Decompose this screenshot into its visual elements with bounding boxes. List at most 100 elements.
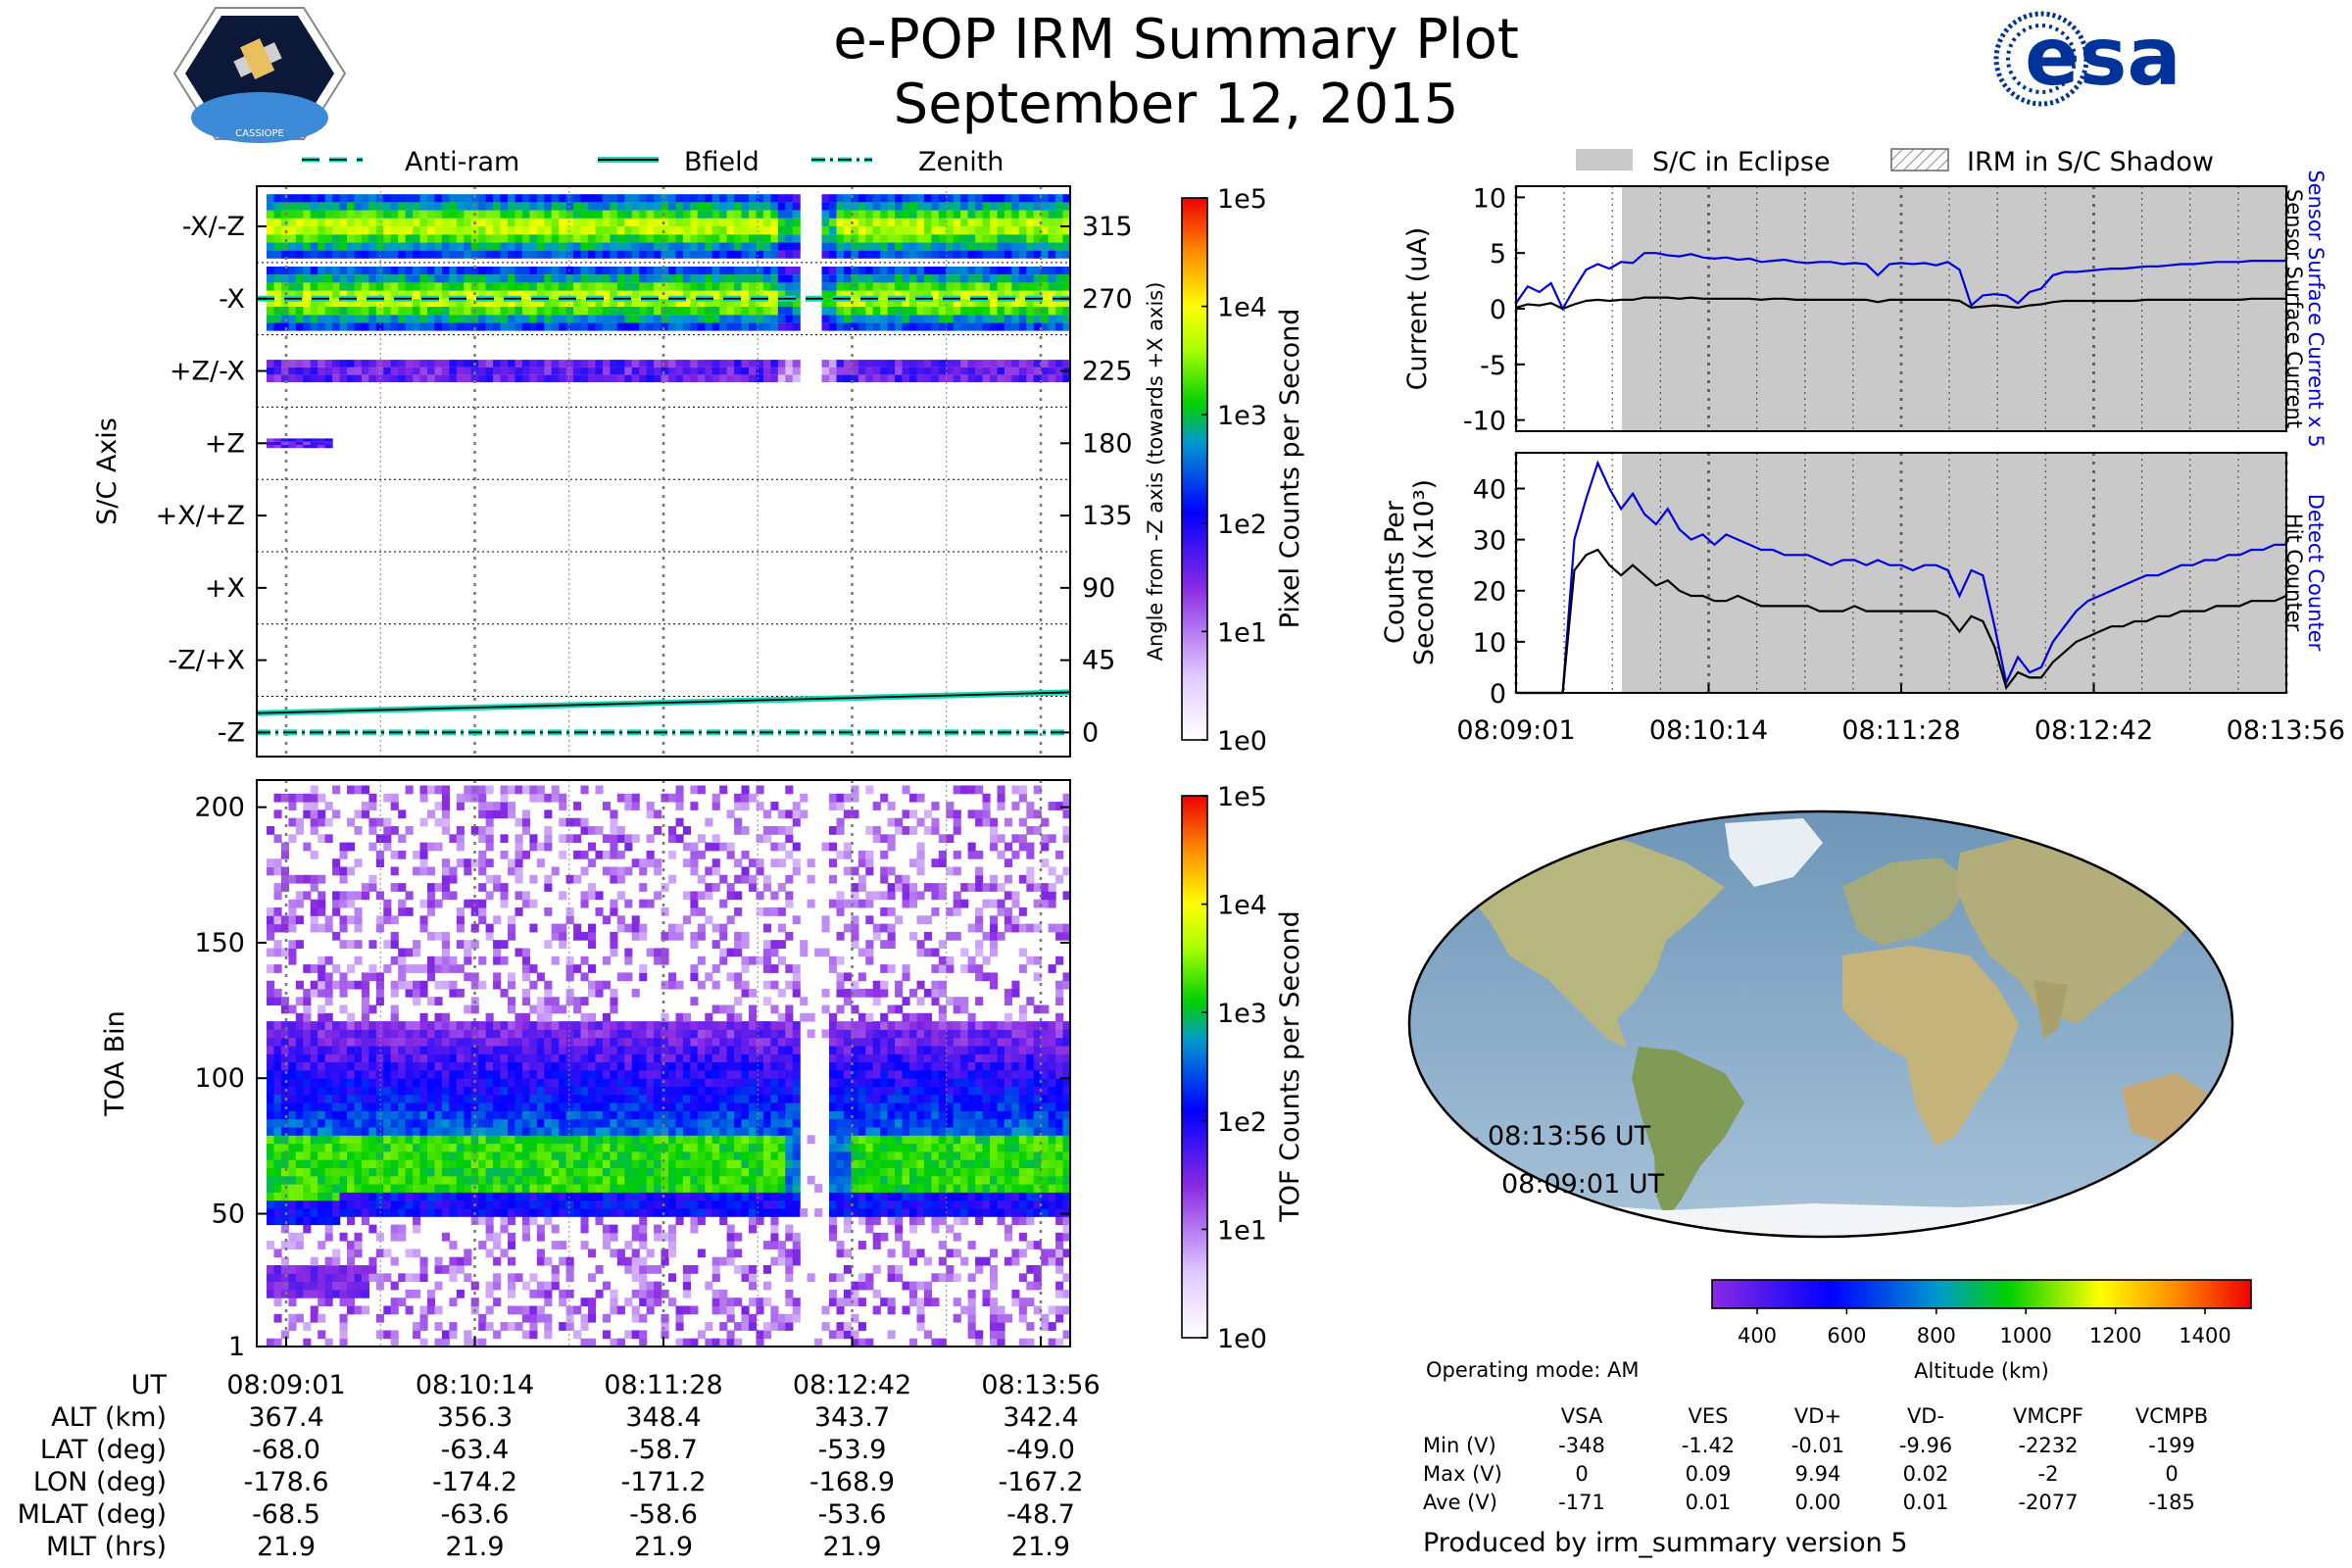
toa-heat-cell — [705, 915, 713, 925]
sc-axis-heat-cell — [434, 267, 443, 275]
toa-heat-cell — [741, 1175, 750, 1185]
toa-heat-cell — [741, 866, 750, 876]
toa-heat-cell — [756, 1069, 764, 1079]
toa-heat-cell — [602, 1061, 611, 1071]
sc-axis-heat-cell — [347, 298, 356, 307]
sc-axis-heat-cell — [354, 290, 363, 299]
toa-heat-cell — [559, 1241, 567, 1250]
sc-axis-heat-cell — [785, 250, 794, 259]
toa-heat-cell — [610, 817, 618, 827]
sc-axis-heat-cell — [726, 367, 735, 375]
sc-axis-heat-cell — [792, 290, 801, 299]
sc-axis-heat-cell — [887, 360, 896, 368]
sc-axis-heat-cell — [836, 322, 845, 331]
sc-axis-heat-cell — [697, 194, 706, 203]
toa-heat-cell — [762, 1029, 771, 1039]
toa-heat-cell — [668, 1200, 677, 1209]
toa-heat-cell — [514, 817, 523, 827]
toa-heat-cell — [616, 826, 625, 835]
toa-heat-cell — [456, 1110, 465, 1120]
sc-axis-heat-cell — [843, 322, 852, 331]
toa-heat-cell — [544, 1078, 553, 1087]
toa-heat-cell — [413, 1094, 421, 1103]
toa-heat-cell — [449, 1143, 458, 1152]
sc-axis-heat-cell — [858, 210, 866, 219]
sc-axis-heat-cell — [419, 322, 428, 331]
sc-axis-heat-cell — [1033, 298, 1042, 307]
sc-axis-heat-cell — [332, 274, 341, 283]
sc-axis-heat-cell — [332, 250, 341, 259]
sc-axis-heat-cell — [616, 374, 625, 383]
sc-axis-heat-cell — [339, 298, 348, 307]
toa-heat-cell — [303, 1192, 312, 1201]
sc-axis-heat-cell — [1018, 210, 1027, 219]
toa-heat-cell — [478, 785, 487, 795]
toa-heat-cell — [500, 891, 509, 901]
toa-heat-cell — [500, 1192, 509, 1201]
toa-heat-cell — [405, 1208, 414, 1217]
sc-axis-heat-cell — [559, 226, 567, 235]
sc-axis-heat-cell — [398, 290, 407, 299]
toa-heat-cell — [368, 1151, 377, 1160]
sc-axis-heat-cell — [661, 267, 669, 275]
toa-heat-cell — [711, 1159, 720, 1168]
toa-heat-cell — [508, 1061, 516, 1071]
toa-heat-cell — [565, 1208, 574, 1217]
toa-heat-cell — [493, 1037, 502, 1047]
toa-heat-cell — [697, 874, 706, 884]
sc-axis-heat-cell — [1062, 315, 1071, 323]
sc-axis-heat-cell — [756, 218, 764, 226]
toa-heat-cell — [514, 1046, 523, 1054]
sc-axis-heat-cell — [500, 274, 509, 283]
sc-axis-heat-cell — [1041, 226, 1050, 235]
toa-heat-cell — [354, 1061, 363, 1071]
toa-heat-cell — [610, 874, 618, 884]
toa-heat-cell — [726, 1094, 735, 1103]
sc-axis-heat-cell — [1033, 315, 1042, 323]
toa-heat-cell — [756, 1078, 764, 1087]
sc-axis-heat-cell — [361, 274, 369, 283]
toa-heat-cell — [303, 1216, 312, 1226]
sc-axis-heat-cell — [639, 315, 648, 323]
toa-heat-cell — [288, 1313, 297, 1323]
sc-axis-heat-cell — [661, 242, 669, 251]
toa-heat-cell — [544, 1159, 553, 1168]
sc-axis-heat-cell — [588, 202, 597, 211]
toa-heat-cell — [536, 1046, 545, 1054]
toa-heat-cell — [529, 964, 538, 973]
sc-axis-heat-cell — [982, 367, 991, 375]
toa-heat-cell — [390, 1061, 399, 1071]
sc-axis-heat-cell — [1011, 367, 1020, 375]
sc-axis-heat-cell — [654, 210, 662, 219]
sc-axis-heat-cell — [288, 250, 297, 259]
sc-axis-heat-cell — [280, 282, 289, 291]
toa-heat-cell — [324, 980, 333, 990]
sc-axis-heat-cell — [1055, 218, 1064, 226]
toa-heat-cell — [464, 1151, 472, 1160]
toa-heat-cell — [267, 1273, 275, 1283]
toa-heat-cell — [413, 980, 421, 990]
sc-axis-heat-cell — [464, 194, 472, 203]
sc-axis-heat-cell — [762, 250, 771, 259]
toa-heat-cell — [610, 931, 618, 941]
sc-axis-heat-cell — [690, 322, 699, 331]
toa-heat-cell — [661, 1086, 669, 1096]
sc-axis-heat-cell — [697, 226, 706, 235]
sc-axis-heat-cell — [705, 226, 713, 235]
sc-axis-heat-cell — [711, 274, 720, 283]
toa-heat-cell — [616, 915, 625, 925]
toa-heat-cell — [661, 1159, 669, 1168]
toa-heat-cell — [273, 809, 282, 819]
sc-axis-heat-cell — [508, 194, 516, 203]
sc-axis-heat-cell — [339, 374, 348, 383]
sc-axis-heat-cell — [916, 242, 925, 251]
toa-heat-cell — [441, 1102, 450, 1111]
sc-axis-heat-cell — [792, 226, 801, 235]
toa-heat-cell — [441, 1037, 450, 1047]
toa-heat-cell — [508, 1216, 516, 1226]
toa-heat-cell — [639, 1102, 648, 1111]
toa-heat-cell — [565, 1127, 574, 1136]
toa-heat-cell — [697, 1151, 706, 1160]
sc-axis-heat-cell — [478, 367, 487, 375]
sc-axis-heat-cell — [383, 290, 392, 299]
